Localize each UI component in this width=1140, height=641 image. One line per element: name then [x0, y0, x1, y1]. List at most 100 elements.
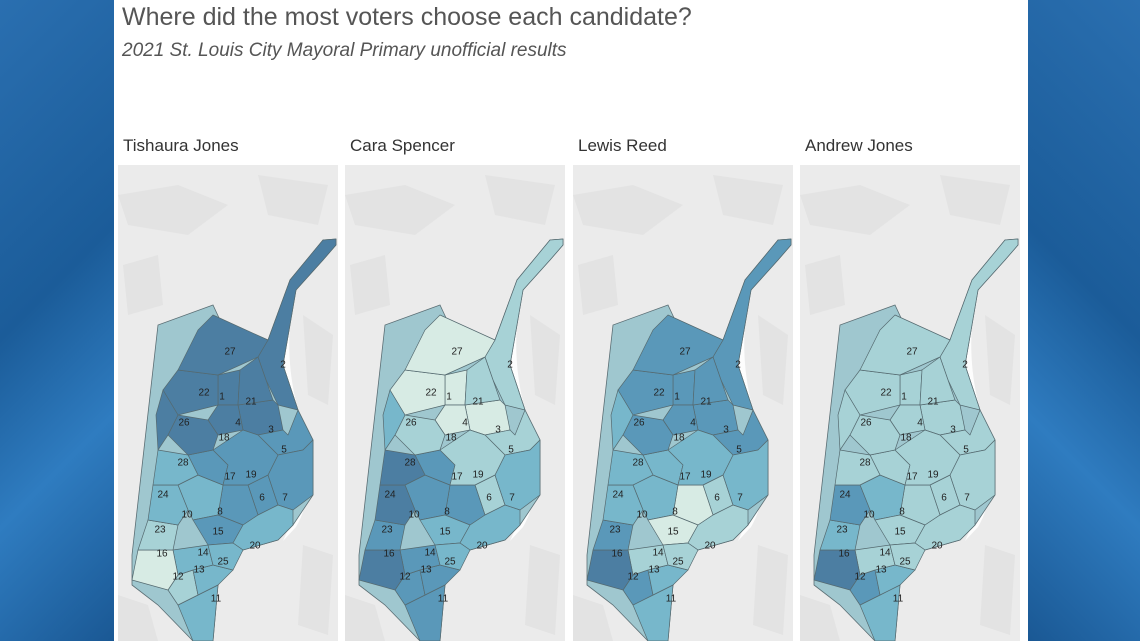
- ward-label: 27: [679, 347, 691, 358]
- ward-21[interactable]: [919, 356, 956, 406]
- ward-label: 1: [901, 392, 907, 403]
- ward-label: 22: [653, 388, 665, 399]
- ward-21[interactable]: [692, 356, 729, 406]
- ward-label: 28: [859, 458, 871, 469]
- ward-label: 2: [735, 360, 741, 371]
- ward-label: 14: [424, 548, 436, 559]
- ward-label: 4: [690, 418, 696, 429]
- ward-26[interactable]: [382, 389, 406, 451]
- ward-label: 1: [446, 392, 452, 403]
- ward-label: 22: [880, 388, 892, 399]
- ward-4[interactable]: [889, 404, 926, 436]
- ward-label: 16: [383, 549, 395, 560]
- ward-label: 25: [217, 557, 229, 568]
- ward-label: 18: [673, 433, 685, 444]
- ward-label: 3: [950, 425, 956, 436]
- ward-label: 12: [172, 572, 184, 583]
- ward-label: 26: [405, 418, 417, 429]
- basemap-terrain: [303, 315, 333, 405]
- ward-label: 2: [280, 360, 286, 371]
- basemap-terrain: [573, 595, 613, 641]
- ward-27[interactable]: [177, 314, 269, 376]
- ward-label: 28: [632, 458, 644, 469]
- ward-26[interactable]: [610, 389, 634, 451]
- ward-25[interactable]: [662, 542, 699, 571]
- ward-label: 16: [611, 549, 623, 560]
- ward-25[interactable]: [889, 542, 926, 571]
- ward-label: 21: [245, 397, 257, 408]
- ward-19[interactable]: [439, 429, 506, 486]
- ward-label: 25: [899, 557, 911, 568]
- graphic-card: Where did the most voters choose each ca…: [114, 0, 1028, 641]
- ward-28[interactable]: [152, 449, 199, 486]
- ward-label: 23: [381, 525, 393, 536]
- ward-27[interactable]: [859, 314, 951, 376]
- basemap-terrain: [805, 255, 845, 315]
- ward-label: 8: [444, 507, 450, 518]
- ward-label: 8: [217, 507, 223, 518]
- ward-label: 1: [674, 392, 680, 403]
- map-panel-cara-spencer: Cara Spencer 1 2 3 4 5 6 7 8 10 11 12 13 14 15 16 17 18 1…: [345, 130, 565, 641]
- ward-label: 6: [714, 493, 720, 504]
- basemap-terrain: [530, 315, 560, 405]
- ward-label: 10: [863, 510, 875, 521]
- ward-label: 17: [224, 472, 236, 483]
- ward-4[interactable]: [434, 404, 471, 436]
- ward-19[interactable]: [894, 429, 961, 486]
- ward-19[interactable]: [212, 429, 279, 486]
- ward-label: 25: [672, 557, 684, 568]
- ward-4[interactable]: [207, 404, 244, 436]
- ward-label: 26: [633, 418, 645, 429]
- ward-label: 7: [282, 493, 288, 504]
- ward-28[interactable]: [379, 449, 426, 486]
- ward-label: 4: [917, 418, 923, 429]
- basemap-terrain: [258, 175, 328, 225]
- ward-19[interactable]: [667, 429, 734, 486]
- ward-27[interactable]: [632, 314, 724, 376]
- ward-label: 12: [399, 572, 411, 583]
- ward-label: 26: [860, 418, 872, 429]
- ward-label: 7: [737, 493, 743, 504]
- ward-label: 1: [219, 392, 225, 403]
- ward-label: 19: [472, 470, 484, 481]
- ward-label: 23: [836, 525, 848, 536]
- ward-26[interactable]: [837, 389, 861, 451]
- map-panel-tishaura-jones: Tishaura Jones 1 2 3 4 5 6 7 8 10 11 12 13 14 15 16 17 1…: [118, 130, 338, 641]
- background-right: [1028, 0, 1140, 641]
- ward-21[interactable]: [237, 356, 274, 406]
- ward-label: 26: [178, 418, 190, 429]
- ward-label: 4: [235, 418, 241, 429]
- ward-25[interactable]: [207, 542, 244, 571]
- ward-26[interactable]: [155, 389, 179, 451]
- ward-25[interactable]: [434, 542, 471, 571]
- ward-label: 12: [854, 572, 866, 583]
- map-panel-andrew-jones: Andrew Jones 1 2 3 4 5 6 7 8 10 11 12 13 14 15 16 17 18 1…: [800, 130, 1020, 641]
- ward-4[interactable]: [662, 404, 699, 436]
- candidate-name: Lewis Reed: [578, 136, 667, 155]
- ward-label: 7: [964, 493, 970, 504]
- ward-label: 21: [472, 397, 484, 408]
- ward-label: 10: [408, 510, 420, 521]
- ward-label: 11: [893, 594, 904, 605]
- ward-27[interactable]: [404, 314, 496, 376]
- ward-label: 4: [462, 418, 468, 429]
- ward-label: 23: [609, 525, 621, 536]
- ward-label: 18: [900, 433, 912, 444]
- ward-label: 18: [218, 433, 230, 444]
- basemap-terrain: [753, 545, 788, 635]
- basemap-terrain: [758, 315, 788, 405]
- ward-28[interactable]: [607, 449, 654, 486]
- page-title: Where did the most voters choose each ca…: [122, 3, 692, 31]
- basemap-terrain: [940, 175, 1010, 225]
- ward-28[interactable]: [834, 449, 881, 486]
- ward-label: 27: [451, 347, 463, 358]
- ward-label: 5: [963, 445, 969, 456]
- ward-label: 24: [384, 490, 396, 501]
- ward-label: 5: [736, 445, 742, 456]
- ward-label: 28: [404, 458, 416, 469]
- ward-21[interactable]: [464, 356, 501, 406]
- ward-label: 22: [198, 388, 210, 399]
- map-panel-lewis-reed: Lewis Reed 1 2 3 4 5 6 7 8 10 11 12 13 14 15 16 17 18 19 2…: [573, 130, 793, 641]
